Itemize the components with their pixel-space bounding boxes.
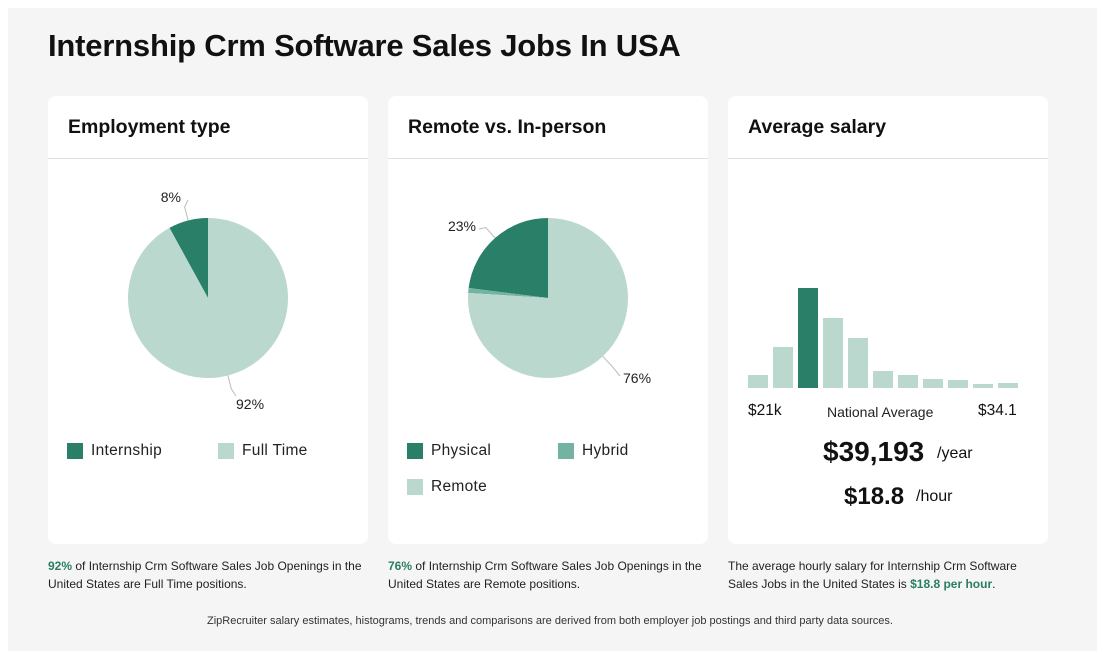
card-divider — [388, 158, 708, 159]
employment-pie-chart: 8% 92% — [128, 189, 288, 412]
pie-slice-internship — [169, 218, 208, 298]
card-title-salary: Average salary — [748, 116, 887, 138]
salary-histogram-bar — [923, 379, 943, 388]
page-title: Internship Crm Software Sales Jobs In US… — [48, 28, 681, 63]
legend-full-time: Full Time — [218, 442, 308, 460]
salary-histogram-bar — [998, 383, 1018, 388]
pie-leader-line — [184, 199, 189, 221]
salary-histogram-bar — [798, 288, 818, 388]
employment-type-card: Employment type 8% 92% Internship Full Ti… — [48, 96, 368, 544]
salary-caption: The average hourly salary for Internship… — [728, 557, 1028, 593]
legend-internship: Internship — [67, 442, 162, 460]
salary-histogram-bar — [748, 375, 768, 388]
caption-highlight: 92% — [48, 559, 73, 573]
salary-histogram-bar — [973, 384, 993, 388]
legend-label: Physical — [431, 442, 492, 459]
salary-histogram-bar — [823, 318, 843, 388]
salary-histogram-bar — [948, 380, 968, 388]
legend-hybrid: Hybrid — [558, 442, 629, 460]
pie-value-label: 92% — [236, 396, 264, 412]
card-title-employment: Employment type — [68, 116, 231, 138]
employment-caption: 92% of Internship Crm Software Sales Job… — [48, 557, 368, 593]
legend-swatch — [407, 479, 423, 495]
salary-histogram-bar — [873, 371, 893, 388]
pie-leader-line — [602, 355, 621, 377]
card-divider — [728, 158, 1048, 159]
legend-physical: Physical — [407, 442, 491, 460]
salary-histogram — [748, 288, 1018, 388]
yearly-unit: /year — [937, 445, 973, 462]
caption-highlight: $18.8 per hour — [910, 577, 993, 591]
hourly-salary-value: $18.8 — [844, 483, 905, 510]
caption-text: The average hourly salary for Internship… — [728, 559, 1017, 591]
caption-highlight: 76% — [388, 559, 413, 573]
pie-value-label: 8% — [161, 189, 181, 205]
legend-swatch — [218, 443, 234, 459]
caption-text: of Internship Crm Software Sales Job Ope… — [48, 559, 362, 591]
salary-histogram-bar — [773, 347, 793, 388]
card-divider — [48, 158, 368, 159]
caption-text: of Internship Crm Software Sales Job Ope… — [388, 559, 702, 591]
pie-leader-line — [478, 226, 496, 239]
remote-caption: 76% of Internship Crm Software Sales Job… — [388, 557, 708, 593]
pie-value-label: 23% — [448, 218, 476, 234]
legend-label: Remote — [431, 478, 488, 495]
caption-end: . — [992, 577, 996, 591]
pie-leader-line — [227, 375, 237, 397]
card-title-remote: Remote vs. In-person — [408, 116, 607, 138]
pie-slice-remote — [468, 218, 628, 378]
footer-disclaimer: ZipRecruiter salary estimates, histogram… — [207, 615, 893, 627]
remote-card: Remote vs. In-person 23% 76% Physical Hyb… — [388, 96, 708, 544]
national-average-label: National Average — [827, 404, 934, 420]
legend-label: Internship — [91, 442, 163, 459]
pie-slice-physical — [468, 218, 548, 298]
yearly-salary-value: $39,193 — [823, 436, 925, 467]
salary-histogram-bar — [898, 375, 918, 388]
salary-histogram-bar — [848, 338, 868, 388]
legend-remote: Remote — [407, 478, 487, 496]
legend-swatch — [558, 443, 574, 459]
salary-max-label: $34.1 — [978, 402, 1017, 419]
pie-slice-full-time — [128, 217, 288, 378]
pie-value-label: 76% — [623, 370, 651, 386]
legend-label: Full Time — [242, 442, 308, 459]
salary-card: Average salary $21k National Average $34… — [728, 96, 1048, 544]
remote-pie-chart: 23% 76% — [448, 218, 651, 386]
hourly-unit: /hour — [916, 488, 953, 505]
salary-min-label: $21k — [748, 402, 782, 419]
legend-swatch — [67, 443, 83, 459]
pie-slice-hybrid — [468, 287, 548, 298]
legend-swatch — [407, 443, 423, 459]
legend-label: Hybrid — [582, 442, 629, 459]
